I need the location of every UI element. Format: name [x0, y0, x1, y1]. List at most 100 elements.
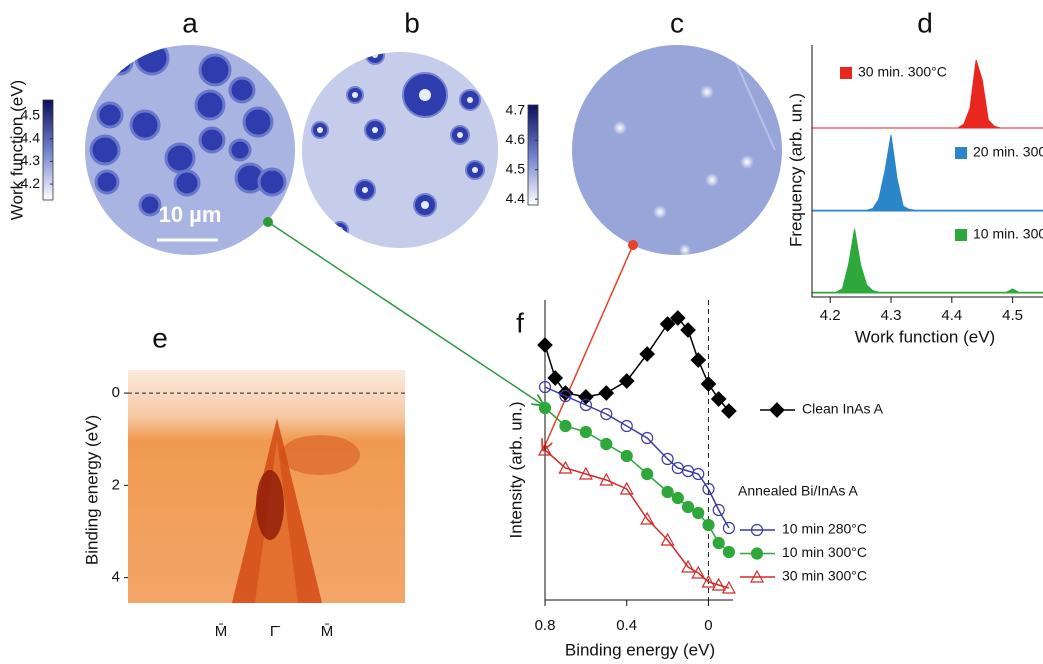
legend-swatch	[955, 147, 967, 159]
legend-label: Clean InAs A	[802, 401, 884, 417]
data-point	[620, 449, 633, 463]
legend-marker	[750, 547, 764, 560]
data-point	[538, 380, 552, 394]
panel-label: c	[670, 7, 684, 38]
data-point	[721, 403, 737, 419]
data-point	[722, 521, 736, 535]
data-point	[620, 419, 633, 433]
panel-label: a	[182, 7, 198, 38]
scale-bar-label: 10 µm	[159, 202, 222, 227]
x-tick-label: 0.8	[535, 617, 556, 634]
arpes-map	[128, 370, 405, 603]
data-point	[712, 536, 725, 550]
colorbar-c	[527, 104, 539, 206]
colorbar-a	[42, 99, 54, 201]
x-tick-label: 4.5	[1002, 307, 1023, 324]
y-axis-label: Binding energy (eV)	[82, 415, 101, 565]
colorbar-tick-label: 4.5	[506, 160, 526, 176]
axis	[544, 300, 733, 601]
legend-label: 30 min. 300°C	[858, 64, 947, 80]
x-tick-label: 0	[704, 617, 712, 634]
series-line	[544, 449, 730, 589]
legend-label: 20 min. 300°C	[973, 144, 1043, 160]
y-tick-label: 2	[112, 476, 120, 493]
data-point	[538, 401, 552, 415]
arrow	[267, 221, 543, 405]
data-point	[661, 485, 674, 499]
data-point	[692, 467, 705, 481]
y-axis-label: Intensity (arb. un.)	[506, 401, 525, 538]
colorbar-tick-label: 4.4	[506, 190, 526, 206]
legend-label: 30 min 300°C	[782, 568, 867, 584]
data-point	[559, 389, 572, 403]
colorbar-title: Work function (eV)	[7, 80, 26, 220]
data-point	[702, 482, 715, 496]
legend-swatch	[955, 229, 967, 241]
data-point	[680, 322, 696, 338]
x-tick-label: 4.3	[881, 307, 902, 324]
x-tick-label: Γ̄	[270, 623, 280, 640]
data-point	[722, 545, 736, 559]
data-point	[711, 577, 726, 591]
series-line	[544, 386, 730, 529]
data-point	[578, 466, 593, 480]
data-point	[579, 425, 592, 439]
micrograph-b	[302, 52, 498, 248]
legend-label: 10 min 300°C	[782, 544, 867, 560]
data-point	[721, 580, 736, 594]
y-tick-label: 4	[112, 569, 120, 586]
data-point	[681, 500, 695, 514]
x-tick-label: 0.4	[616, 617, 637, 634]
data-point	[600, 407, 613, 421]
data-point	[660, 532, 675, 546]
legend-swatch	[840, 67, 852, 79]
data-point	[700, 376, 717, 392]
x-tick-label: M̄	[215, 623, 228, 640]
data-point	[710, 391, 727, 407]
data-point	[659, 316, 676, 332]
x-axis-label: Binding energy (eV)	[565, 640, 715, 659]
panel-label: f	[516, 307, 524, 338]
micrograph-c	[572, 45, 782, 255]
data-point	[579, 398, 592, 412]
x-tick-label: 4.4	[941, 307, 962, 324]
data-point	[599, 472, 614, 486]
y-tick-label: 0	[112, 384, 120, 401]
panel-label: b	[404, 7, 420, 38]
data-point	[641, 431, 654, 445]
panel-label: e	[152, 322, 168, 353]
colorbar-tick-label: 4.2	[21, 175, 41, 191]
data-point	[669, 310, 686, 326]
legend-marker	[750, 523, 764, 537]
colorbar-tick-label: 4.5	[21, 107, 41, 123]
legend-title: Annealed Bi/InAs A	[738, 483, 859, 499]
series-line	[544, 407, 730, 553]
x-tick-label: 4.2	[820, 307, 841, 324]
data-point	[547, 370, 564, 386]
data-point	[701, 574, 716, 588]
legend-label: 10 min 280°C	[782, 521, 867, 537]
data-point	[639, 346, 656, 362]
colorbar-tick-label: 4.7	[506, 102, 526, 118]
legend-marker	[769, 402, 785, 418]
x-axis-label: Work function (eV)	[855, 327, 995, 346]
data-point	[618, 373, 635, 389]
histogram-area	[812, 134, 1043, 212]
data-point	[692, 506, 705, 520]
data-point	[558, 460, 573, 474]
data-point	[619, 481, 634, 495]
data-point	[600, 437, 613, 451]
x-tick-label: M̄	[321, 623, 334, 640]
data-point	[537, 442, 553, 456]
data-point	[691, 565, 706, 579]
legend-marker	[749, 569, 765, 583]
data-point	[640, 511, 655, 525]
data-point	[671, 491, 684, 505]
plot-area	[812, 59, 1043, 294]
data-point	[690, 352, 707, 368]
histogram-area	[812, 228, 1043, 294]
legend-label: 10 min. 300°C	[973, 226, 1043, 242]
data-point	[557, 385, 574, 401]
y-axis-label: Frequency (arb. un.)	[786, 93, 805, 247]
